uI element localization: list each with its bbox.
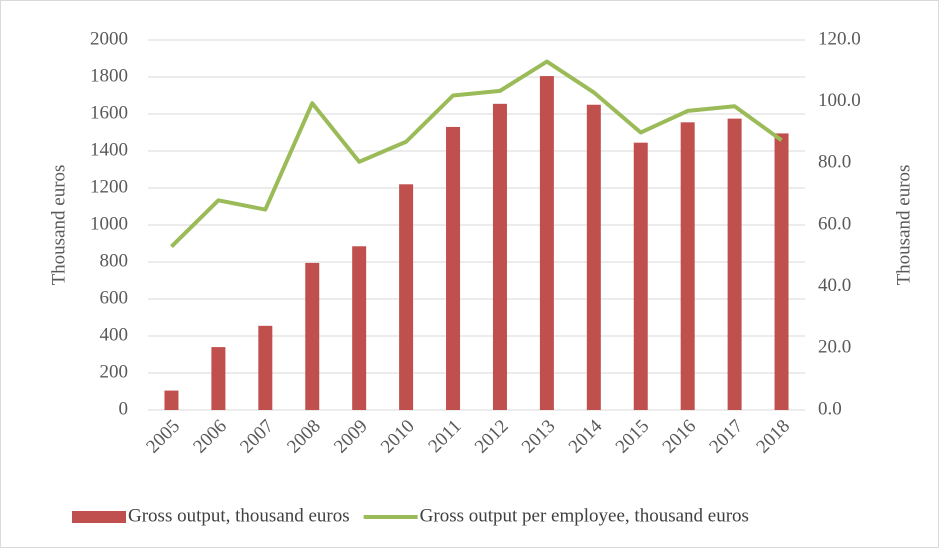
bar [586,104,601,410]
bar [446,126,461,410]
bar [305,262,320,410]
bar [352,246,367,410]
y-tick-label: 1600 [90,102,128,123]
bar [680,122,695,410]
y2-tick-label: 60.0 [818,213,851,234]
y-tick-label: 0 [119,398,129,419]
bar [633,142,648,411]
y-tick-label: 2000 [90,28,128,49]
y-tick-label: 1400 [90,139,128,160]
y-axis-title: Thousand euros [48,165,69,286]
bar [164,390,179,410]
bar [727,118,742,410]
bar [399,184,414,410]
bar [258,325,273,410]
y2-axis-title: Thousand euros [893,165,914,286]
y-tick-label: 1000 [90,213,128,234]
bar [774,133,789,411]
legend-swatch [72,511,126,523]
y-tick-label: 200 [100,361,129,382]
bar [492,103,507,410]
y2-tick-label: 80.0 [818,152,851,173]
bar [539,76,554,410]
y-tick-label: 1800 [90,65,128,86]
y2-tick-label: 20.0 [818,337,851,358]
y-tick-label: 400 [100,324,129,345]
legend-label: Gross output, thousand euros [128,505,350,526]
y2-tick-label: 40.0 [818,275,851,296]
y-tick-label: 800 [100,250,129,271]
y2-tick-label: 120.0 [818,28,861,49]
legend: Gross output, thousand euros Gross output… [72,505,749,526]
bar [211,347,226,410]
legend-label: Gross output per employee, thousand euro… [420,505,749,526]
y-tick-label: 1200 [90,176,128,197]
y2-tick-label: 0.0 [818,398,842,419]
y2-tick-label: 100.0 [818,90,861,111]
line [170,59,783,249]
y-tick-label: 600 [100,287,129,308]
